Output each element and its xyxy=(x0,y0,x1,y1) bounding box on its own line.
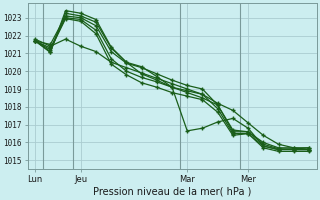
X-axis label: Pression niveau de la mer( hPa ): Pression niveau de la mer( hPa ) xyxy=(93,187,251,197)
